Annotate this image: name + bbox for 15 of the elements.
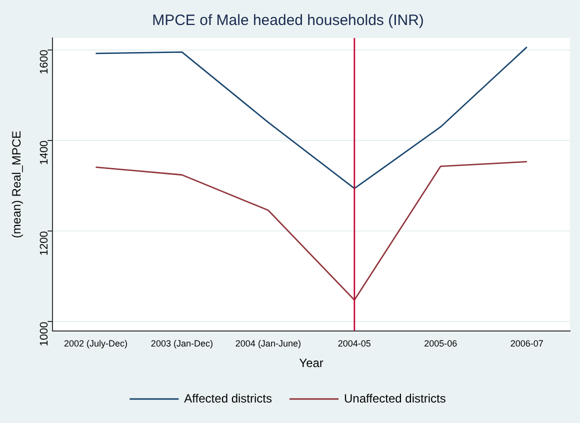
x-axis-title: Year [299,356,324,370]
y-tick-label: 1200 [38,231,51,256]
y-tick-label: 1600 [38,50,51,74]
x-tick-label: 2006-07 [510,338,544,349]
x-tick-label: 2003 (Jan-Dec) [150,338,213,349]
x-tick-label: 2004 (Jan-June) [235,338,301,349]
y-tick-label: 1000 [38,322,51,346]
chart-title: MPCE of Male headed households (INR) [152,12,424,30]
legend-label: Affected districts [184,391,272,406]
x-tick-label: 2005-06 [424,338,458,349]
x-tick-label: 2004-05 [338,338,371,349]
y-axis-title: (mean) Real_MPCE [10,130,24,238]
x-tick-label: 2002 (July-Dec) [64,338,128,349]
legend-label: Unaffected districts [344,391,446,406]
y-tick-label: 1400 [38,140,51,165]
